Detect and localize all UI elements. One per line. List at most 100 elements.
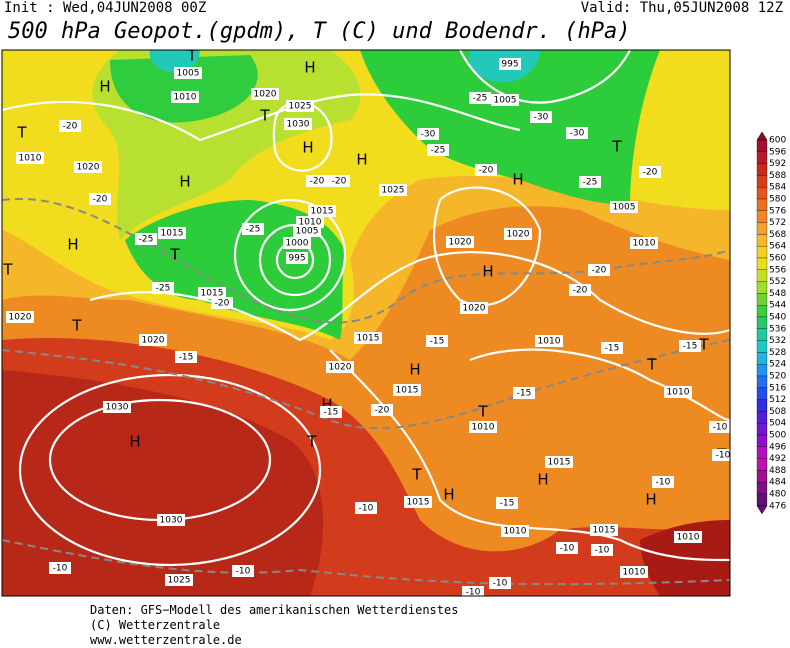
temperature-label: -15 xyxy=(605,344,620,354)
isobar-label: 1000 xyxy=(286,239,309,249)
isobar-label: 1015 xyxy=(407,498,430,508)
isobar-label-box xyxy=(103,401,131,413)
isobar-label: 1020 xyxy=(449,238,472,248)
temperature-label-box xyxy=(489,577,511,589)
very-cold-zone xyxy=(149,50,200,73)
temperature-label: -15 xyxy=(683,342,698,352)
temperature-label-box xyxy=(530,111,552,123)
temperature-label: -25 xyxy=(246,225,261,235)
isobar-label-box xyxy=(620,566,648,578)
isobar-label-box xyxy=(610,201,638,213)
isobar-label-box xyxy=(630,237,658,249)
isobar-label-box xyxy=(491,94,519,106)
temperature-label: -20 xyxy=(310,177,325,187)
colorbar-label: 544 xyxy=(769,301,786,311)
temperature-label-box xyxy=(591,544,613,556)
temperature-label-box xyxy=(320,406,342,418)
isobar-label: 1010 xyxy=(19,154,42,164)
isobar-label: 995 xyxy=(288,254,305,264)
temperature-label-box xyxy=(417,128,439,140)
temperature-label: -20 xyxy=(215,299,230,309)
temperature-label: -30 xyxy=(421,130,436,140)
colorbar-label: 480 xyxy=(769,490,786,500)
colorbar-swatch xyxy=(756,364,768,377)
colorbar-swatch xyxy=(756,328,768,341)
temperature-label: -20 xyxy=(93,195,108,205)
isobar-label: 1015 xyxy=(201,289,224,299)
temperature-label-box xyxy=(588,264,610,276)
isobar-label-box xyxy=(251,88,279,100)
temperature-label: -25 xyxy=(473,94,488,104)
isobar-label: 1010 xyxy=(538,337,561,347)
isobar-label-box xyxy=(283,237,311,249)
isobar-label-box xyxy=(157,514,185,526)
isobar-label-box xyxy=(286,252,308,264)
isobar-label-box xyxy=(171,91,199,103)
colorbar-swatch xyxy=(756,305,768,318)
pressure-center: H xyxy=(129,433,140,451)
temperature-label-box xyxy=(49,562,71,574)
temperature-label-box xyxy=(496,497,518,509)
colorbar-label: 484 xyxy=(769,478,786,488)
pressure-center: T xyxy=(477,403,488,421)
temperature-label: -30 xyxy=(570,129,585,139)
temperature-label: -20 xyxy=(573,286,588,296)
temperature-label: -15 xyxy=(517,389,532,399)
valid-time: Valid: Thu,05JUN2008 12Z xyxy=(581,0,783,16)
isobar-label-box xyxy=(6,311,34,323)
temperature-label-box xyxy=(579,176,601,188)
colorbar-swatch xyxy=(756,482,768,495)
temperature-label: -30 xyxy=(534,113,549,123)
colorbar-swatch xyxy=(756,210,768,223)
isobar-label: 1020 xyxy=(77,163,100,173)
colorbar-swatch xyxy=(756,470,768,483)
colorbar-swatch xyxy=(756,399,768,412)
isobar-label-box xyxy=(664,386,692,398)
isobar-label-box xyxy=(174,67,202,79)
hot-zone xyxy=(2,370,324,596)
colorbar-label: 584 xyxy=(769,183,786,193)
temperature-label: -20 xyxy=(332,177,347,187)
isobar-label: 1030 xyxy=(106,403,129,413)
temperature-label: -10 xyxy=(236,567,251,577)
pressure-center: T xyxy=(698,336,709,354)
isobar-label-box xyxy=(535,335,563,347)
footer-line: (C) Wetterzentrale xyxy=(90,618,220,632)
colorbar-label: 504 xyxy=(769,419,786,429)
temperature-label-box xyxy=(135,233,157,245)
temperature-label: -10 xyxy=(713,423,728,433)
colorbar-swatch xyxy=(756,222,768,235)
isobar-label-box xyxy=(379,184,407,196)
map: HHHHHTHTTTTTHHTTTTHHTHHHTHT1005101010201… xyxy=(2,47,730,596)
pressure-center: H xyxy=(512,171,523,189)
isobar-label-box xyxy=(499,58,521,70)
isobar-label: 1020 xyxy=(507,230,530,240)
colorbar-swatch xyxy=(756,493,768,506)
isobar-label-box xyxy=(590,524,618,536)
isobar-label: 1010 xyxy=(504,527,527,537)
isobar-label-box xyxy=(469,421,497,433)
isobar-label: 1005 xyxy=(177,69,200,79)
isobar-label-box xyxy=(674,531,702,543)
isobar-label-box xyxy=(139,334,167,346)
colorbar-swatch xyxy=(756,269,768,282)
colorbar-swatch xyxy=(756,387,768,400)
colorbar-cap xyxy=(756,131,768,141)
isobar-label: 1005 xyxy=(613,203,636,213)
isobar-label-box xyxy=(404,496,432,508)
temperature-label-box xyxy=(355,502,377,514)
colorbar-label: 572 xyxy=(769,218,786,228)
isobar-label-box xyxy=(158,227,186,239)
isobar-label-box xyxy=(286,100,314,112)
temperature-label-box xyxy=(569,284,591,296)
isobar-label-box xyxy=(393,384,421,396)
colorbar-swatch xyxy=(756,198,768,211)
isobar-label-box xyxy=(326,361,354,373)
colorbar-swatch xyxy=(756,458,768,471)
colorbar-swatch xyxy=(756,375,768,388)
colorbar-label: 592 xyxy=(769,159,786,169)
isobar-label: 1005 xyxy=(296,227,319,237)
pressure-center: T xyxy=(306,433,317,451)
pressure-center: T xyxy=(186,47,197,65)
